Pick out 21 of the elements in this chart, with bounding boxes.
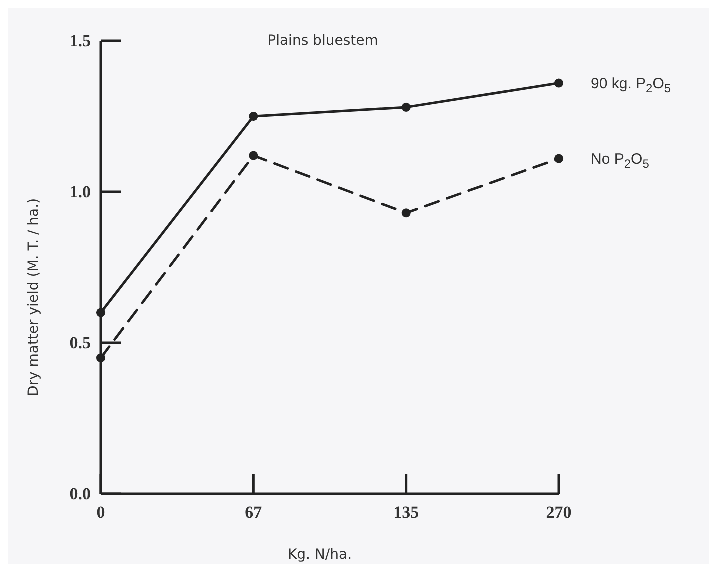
- chart-title: Plains bluestem: [268, 33, 378, 49]
- x-tick-label: 0: [96, 503, 106, 522]
- x-tick-label: 135: [394, 503, 420, 522]
- x-tick-label: 67: [245, 503, 263, 522]
- y-tick-label: 0.5: [70, 333, 91, 352]
- series-label: 90 kg. P$_{2}$O$_{5}$: [591, 75, 672, 95]
- y-tick-label: 0.0: [70, 484, 91, 504]
- y-tick-label: 1.0: [70, 182, 91, 202]
- x-tick-label: 270: [546, 503, 572, 522]
- point: [249, 112, 258, 122]
- point: [554, 78, 564, 88]
- point: [402, 102, 411, 112]
- point: [554, 154, 564, 164]
- series-label: No P$_{2}$O$_{5}$: [591, 150, 650, 170]
- x-axis-title: Kg. N/ha.: [288, 547, 352, 563]
- point: [402, 208, 411, 218]
- point: [249, 151, 258, 160]
- point: [96, 354, 106, 363]
- point: [96, 308, 106, 318]
- y-axis-title: Dry matter yield (M. T. / ha.): [26, 198, 42, 397]
- y-tick-label: 1.5: [70, 31, 91, 50]
